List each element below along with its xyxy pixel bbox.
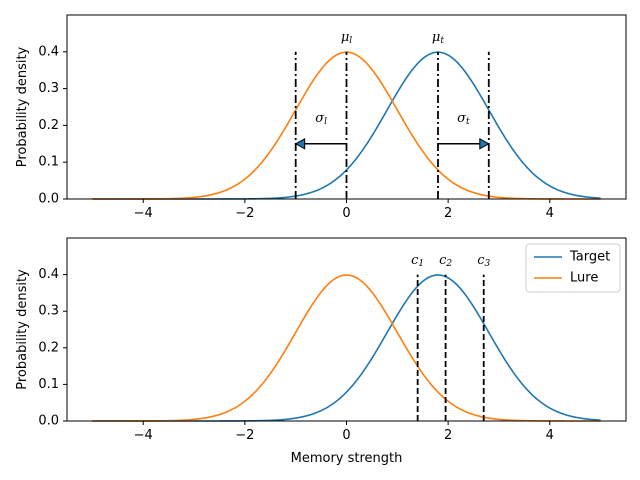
annotation-subscript: 2: [445, 258, 452, 268]
sd-label: σl: [315, 111, 327, 127]
x-tick-label: 0: [342, 206, 350, 221]
annotation-label: c1: [411, 252, 424, 268]
annotation-subscript: l: [349, 36, 352, 46]
x-tick-label: −4: [134, 428, 153, 443]
sd-arrowhead: [479, 137, 490, 150]
series-line-lure: [92, 274, 601, 422]
x-tick-label: 2: [444, 206, 452, 221]
sd-label-symbol: σ: [457, 111, 467, 126]
x-tick-label: −2: [235, 428, 254, 443]
annotation-symbol: c: [439, 252, 447, 267]
legend-box: [525, 243, 621, 293]
legend-label-lure: Lure: [570, 271, 598, 286]
annotation-subscript: 3: [484, 258, 490, 268]
x-axis-label: Memory strength: [291, 451, 403, 466]
annotation-label: μl: [341, 30, 352, 46]
y-tick-label: 0.2: [38, 118, 59, 133]
y-tick-label: 0.3: [38, 304, 59, 319]
y-tick-label: 0.0: [38, 192, 59, 207]
sd-label: σt: [457, 111, 470, 127]
x-tick-label: 0: [342, 428, 350, 443]
sd-label-subscript: l: [324, 117, 327, 127]
y-tick-label: 0.3: [38, 81, 59, 96]
x-tick-label: 4: [546, 428, 554, 443]
y-tick-label: 0.1: [38, 155, 59, 170]
x-tick-label: −2: [235, 206, 254, 221]
sd-label-symbol: σ: [315, 111, 325, 126]
annotation-label: μt: [432, 30, 444, 46]
legend-label-target: Target: [569, 250, 610, 265]
sd-arrowhead: [294, 137, 306, 150]
y-axis-label: Probability density: [15, 269, 30, 390]
x-tick-label: −4: [134, 206, 153, 221]
annotation-symbol: μ: [432, 30, 440, 45]
series-line-target: [92, 274, 601, 422]
y-axis-label: Probability density: [15, 46, 30, 167]
annotation-subscript: 1: [418, 258, 424, 268]
bottom-panel: c1 c2 c3−4 −2 0 2 40.00.10.20.30.4Probability …: [15, 237, 627, 466]
y-tick-label: 0.2: [38, 340, 59, 355]
y-tick-label: 0.4: [38, 267, 59, 282]
sd-label-subscript: t: [466, 117, 470, 127]
x-tick-label: 4: [546, 206, 554, 221]
annotation-subscript: t: [440, 36, 444, 46]
annotation-symbol: c: [477, 252, 485, 267]
y-tick-label: 0.4: [38, 44, 59, 59]
y-tick-label: 0.0: [38, 414, 59, 429]
annotation-label: c2: [439, 252, 452, 268]
annotation-label: c3: [477, 252, 490, 268]
x-tick-label: 2: [444, 428, 452, 443]
annotation-symbol: μ: [341, 30, 349, 45]
y-tick-label: 0.1: [38, 377, 59, 392]
annotation-symbol: c: [411, 252, 419, 267]
